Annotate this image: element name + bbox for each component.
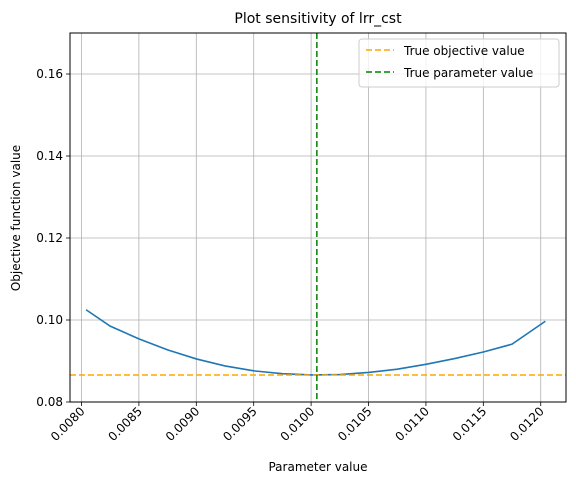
y-tick-label: 0.16: [36, 67, 63, 81]
x-axis-label: Parameter value: [268, 460, 367, 474]
plot-frame: [69, 32, 567, 403]
x-tick-label: 0.0080: [48, 404, 88, 444]
x-tick-label: 0.0085: [105, 404, 145, 444]
y-tick-label: 0.12: [36, 231, 63, 245]
series-line: [85, 309, 546, 376]
x-tick-label: 0.0095: [220, 404, 260, 444]
legend-label-parameter: True parameter value: [403, 66, 533, 80]
plot-area: [70, 33, 566, 402]
x-tick-label: 0.0090: [163, 404, 203, 444]
x-tick-label: 0.0120: [507, 404, 547, 444]
x-axis: 0.0080 0.0085 0.0090 0.0095 0.0100 0.0105 0.01…: [48, 402, 547, 444]
x-tick-label: 0.0105: [335, 404, 375, 444]
chart-title: Plot sensitivity of lrr_cst: [234, 11, 402, 27]
legend: True objective value True parameter valu…: [358, 38, 560, 88]
legend-label-objective: True objective value: [403, 44, 525, 58]
y-tick-label: 0.10: [36, 313, 63, 327]
y-axis-label: Objective function value: [9, 145, 23, 291]
y-axis: 0.08 0.10 0.12 0.14 0.16: [36, 67, 70, 409]
x-tick-label: 0.0100: [278, 404, 318, 444]
y-tick-label: 0.14: [36, 149, 63, 163]
legend-box: [358, 38, 560, 88]
y-tick-label: 0.08: [36, 395, 63, 409]
grid: [70, 33, 566, 403]
x-tick-label: 0.0110: [392, 404, 432, 444]
x-tick-label: 0.0115: [450, 404, 490, 444]
